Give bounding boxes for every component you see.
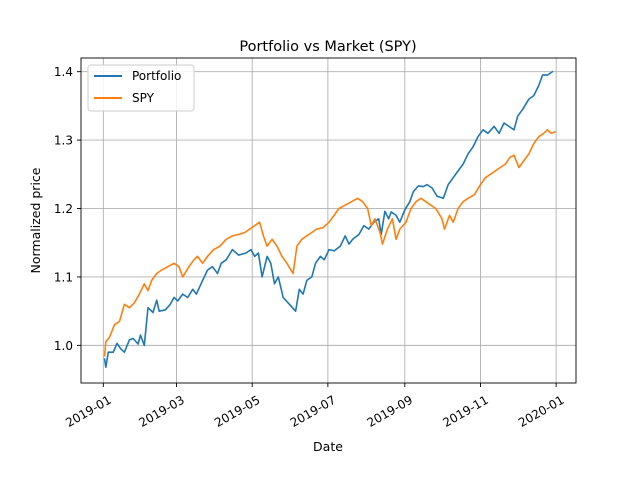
legend-label-portfolio: Portfolio xyxy=(132,69,181,83)
y-tick-label: 1.3 xyxy=(54,134,73,148)
x-tick-label: 2019-05 xyxy=(212,393,262,430)
series-lines xyxy=(103,70,556,369)
y-tick-label: 1.1 xyxy=(54,270,73,284)
legend-label-spy: SPY xyxy=(132,91,155,105)
axis-ticks: 2019-01 2019-03 2019-05 2019-07 2019-09 2019-… xyxy=(54,65,567,430)
chart-title: Portfolio vs Market (SPY) xyxy=(239,39,416,55)
x-tick-label: 2019-01 xyxy=(63,393,113,430)
x-axis-label: Date xyxy=(313,439,343,454)
y-tick-label: 1.4 xyxy=(54,65,73,79)
x-tick-label: 2019-09 xyxy=(365,393,415,430)
x-tick-label: 2019-11 xyxy=(440,393,490,430)
y-tick-label: 1.2 xyxy=(54,202,73,216)
series-line-portfolio xyxy=(103,70,554,369)
axes-frame xyxy=(80,57,577,384)
legend: Portfolio SPY xyxy=(87,64,195,112)
y-axis-label: Normalized price xyxy=(28,167,43,273)
x-tick-label: 2019-03 xyxy=(136,393,186,430)
x-tick-label: 2020-01 xyxy=(516,393,566,430)
x-tick-label: 2019-07 xyxy=(288,393,338,430)
y-tick-label: 1.0 xyxy=(54,339,73,353)
series-line-spy xyxy=(103,129,556,357)
